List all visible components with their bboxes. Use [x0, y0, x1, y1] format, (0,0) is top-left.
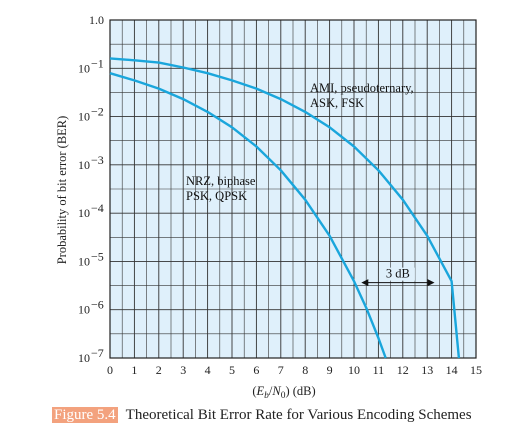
x-tick-label: 14 — [446, 363, 458, 377]
series-label-1: PSK, QPSK — [186, 189, 247, 203]
x-tick-label: 11 — [373, 363, 385, 377]
x-tick-label: 6 — [253, 363, 259, 377]
x-tick-label: 15 — [470, 363, 482, 377]
y-tick-exponent: −7 — [91, 346, 104, 360]
y-tick-exponent: −3 — [91, 153, 104, 167]
y-tick-exponent: −5 — [91, 249, 104, 263]
x-axis-title: (Eb/N0) (dB) — [252, 384, 315, 401]
figure-title: Theoretical Bit Error Rate for Various E… — [125, 407, 472, 423]
x-tick-label: 2 — [156, 363, 162, 377]
series-curve-1 — [109, 72, 387, 359]
x-tick-label: 3 — [180, 363, 186, 377]
x-tick-label: 7 — [278, 363, 284, 377]
annotation-label-bg — [380, 267, 415, 281]
y-tick-label: 10 — [78, 206, 90, 220]
y-tick-exponent: −6 — [91, 298, 104, 312]
plot-frame — [109, 19, 477, 359]
series-label-2: ASK, FSK — [310, 96, 364, 110]
x-tick-label: 9 — [327, 363, 333, 377]
series-label-1: NRZ, biphase — [186, 174, 256, 188]
x-tick-label: 10 — [348, 363, 360, 377]
y-tick-exponent: −2 — [91, 105, 104, 119]
annotation-arrow-right — [427, 279, 435, 287]
x-tick-label: 4 — [205, 363, 211, 377]
y-tick-label: 10 — [78, 61, 90, 75]
x-tick-labels: 0 1 2 3 4 5 6 7 8 9 10 11 12 13 14 15 — [107, 363, 482, 377]
series-curve-2 — [109, 57, 461, 359]
annotation-arrow-left — [361, 279, 369, 287]
y-tick-label: 10 — [78, 158, 90, 172]
x-tick-label: 1 — [131, 363, 137, 377]
y-tick-exponent: −1 — [91, 56, 104, 70]
y-tick-label: 10 — [78, 303, 90, 317]
annotation-label: 3 dB — [386, 267, 410, 281]
curves — [109, 57, 461, 359]
y-tick-label: 10 — [78, 254, 90, 268]
y-axis-title: Probability of bit error (BER) — [55, 116, 69, 265]
series-label-2: AMI, pseudoternary, — [310, 81, 414, 95]
figure-number: Figure 5.4 — [52, 407, 118, 423]
y-tick-labels: 1.010−110−210−310−410−510−610−7 — [78, 13, 104, 365]
x-tick-label: 8 — [302, 363, 308, 377]
x-tick-label: 5 — [229, 363, 235, 377]
figure-caption: Figure 5.4 Theoretical Bit Error Rate for… — [52, 406, 502, 425]
annotation-3db: 3 dB — [361, 267, 435, 287]
x-tick-label: 13 — [421, 363, 433, 377]
y-tick-label: 1.0 — [89, 13, 104, 27]
y-tick-label: 10 — [78, 351, 90, 365]
grid-lines — [109, 19, 477, 359]
y-tick-label: 10 — [78, 110, 90, 124]
x-tick-label: 0 — [107, 363, 113, 377]
y-tick-exponent: −4 — [91, 201, 104, 215]
x-tick-label: 12 — [397, 363, 409, 377]
